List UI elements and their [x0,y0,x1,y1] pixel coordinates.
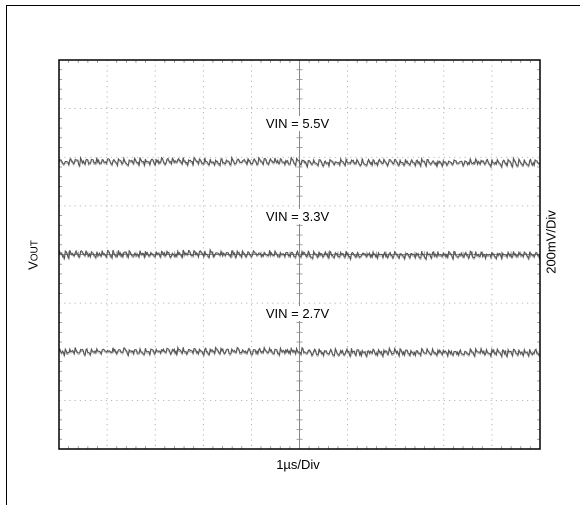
series-label: VIN = 5.5V [263,116,332,132]
plot-border [58,59,541,450]
y-scale-label: 200mV/Div [543,210,559,274]
series-label: VIN = 3.3V [263,208,332,224]
traces [58,155,541,359]
y-axis-label: VOUT [25,240,41,270]
trace-line-shadow [58,348,540,359]
trace-line [58,345,540,359]
series-label: VIN = 2.7V [263,305,332,321]
x-axis-label: 1µs/Div [276,457,320,472]
figure-frame-top [6,5,580,6]
trace-line-shadow [58,250,540,262]
trace-line-shadow [58,158,540,170]
figure-frame-left [6,5,7,505]
